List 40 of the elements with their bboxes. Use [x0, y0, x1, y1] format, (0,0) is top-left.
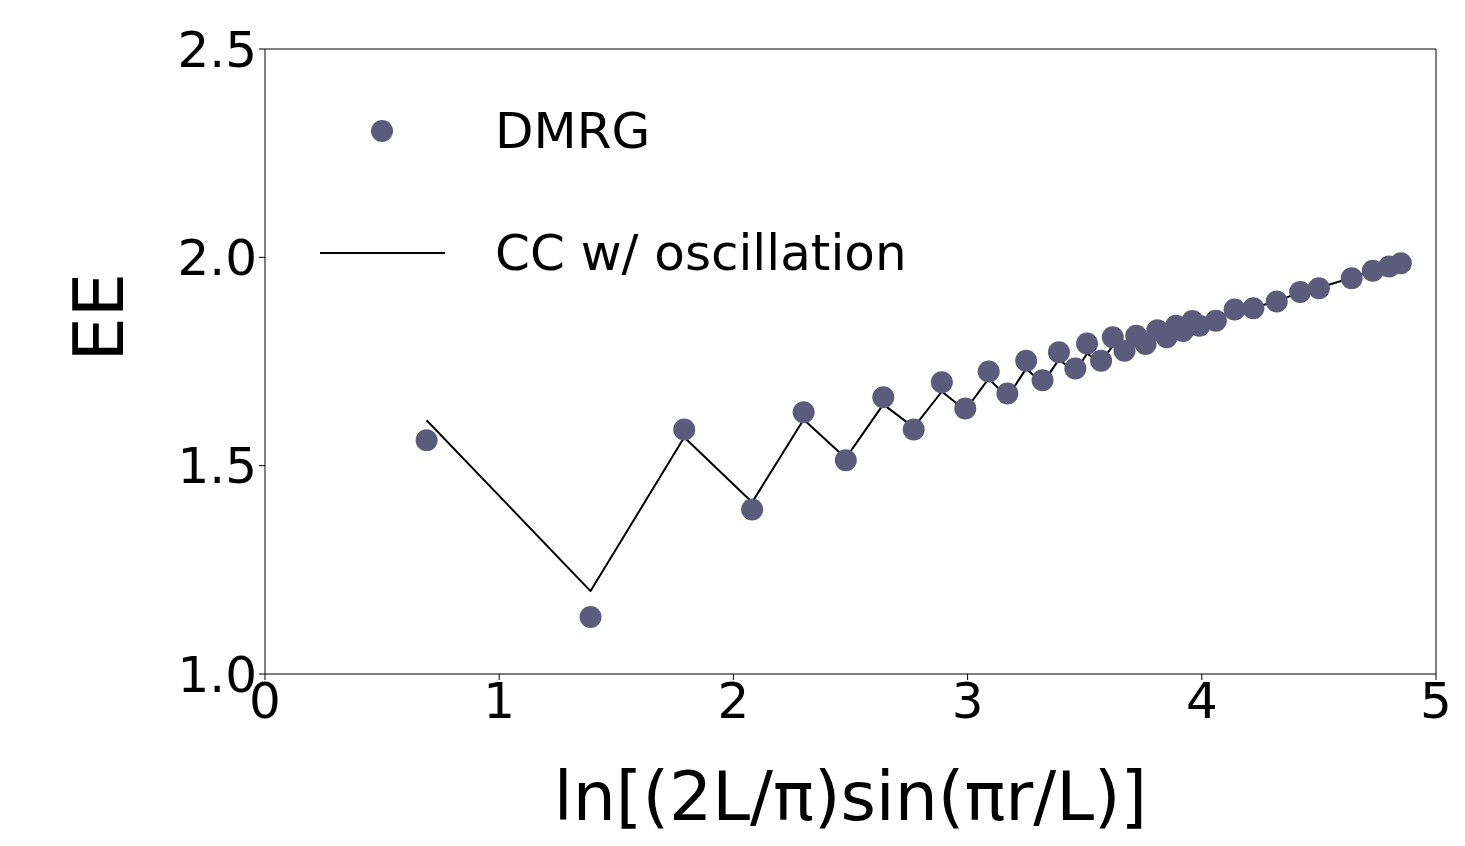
point [930, 371, 953, 394]
point [1389, 252, 1412, 275]
point [1031, 369, 1054, 392]
x-tick-label: 4 [1185, 671, 1218, 730]
point [1101, 326, 1124, 349]
point [902, 418, 925, 441]
y-axis-title: EE [57, 273, 140, 362]
point [872, 386, 895, 409]
x-tick-label: 1 [483, 671, 516, 730]
point [792, 401, 815, 424]
legend-label: DMRG [495, 102, 651, 160]
point [579, 605, 602, 628]
point [834, 449, 857, 472]
point [1076, 332, 1099, 355]
point [741, 498, 764, 521]
y-tick-label: 2.5 [177, 20, 257, 79]
point [1340, 267, 1363, 290]
point [1047, 341, 1070, 364]
point [1113, 339, 1136, 362]
x-axis-title: ln[(2L/π)sin(πr/L)] [553, 757, 1148, 836]
point [1204, 309, 1227, 332]
y-tick-label: 2.0 [177, 229, 257, 288]
point [1265, 290, 1288, 313]
point [1289, 280, 1312, 303]
point [1090, 349, 1113, 372]
point [1242, 297, 1265, 320]
legend-label: CC w/ oscillation [495, 224, 907, 282]
x-tick-label: 2 [717, 671, 750, 730]
point [673, 418, 696, 441]
point [977, 360, 1000, 383]
point [415, 429, 438, 452]
point [1307, 277, 1330, 300]
y-tick-label: 1.5 [177, 437, 257, 496]
point [954, 397, 977, 420]
x-tick-label: 5 [1420, 671, 1452, 730]
point [1223, 298, 1246, 321]
point [1064, 357, 1087, 380]
point [1015, 349, 1038, 372]
x-tick-label: 3 [951, 671, 984, 730]
point [996, 382, 1019, 405]
